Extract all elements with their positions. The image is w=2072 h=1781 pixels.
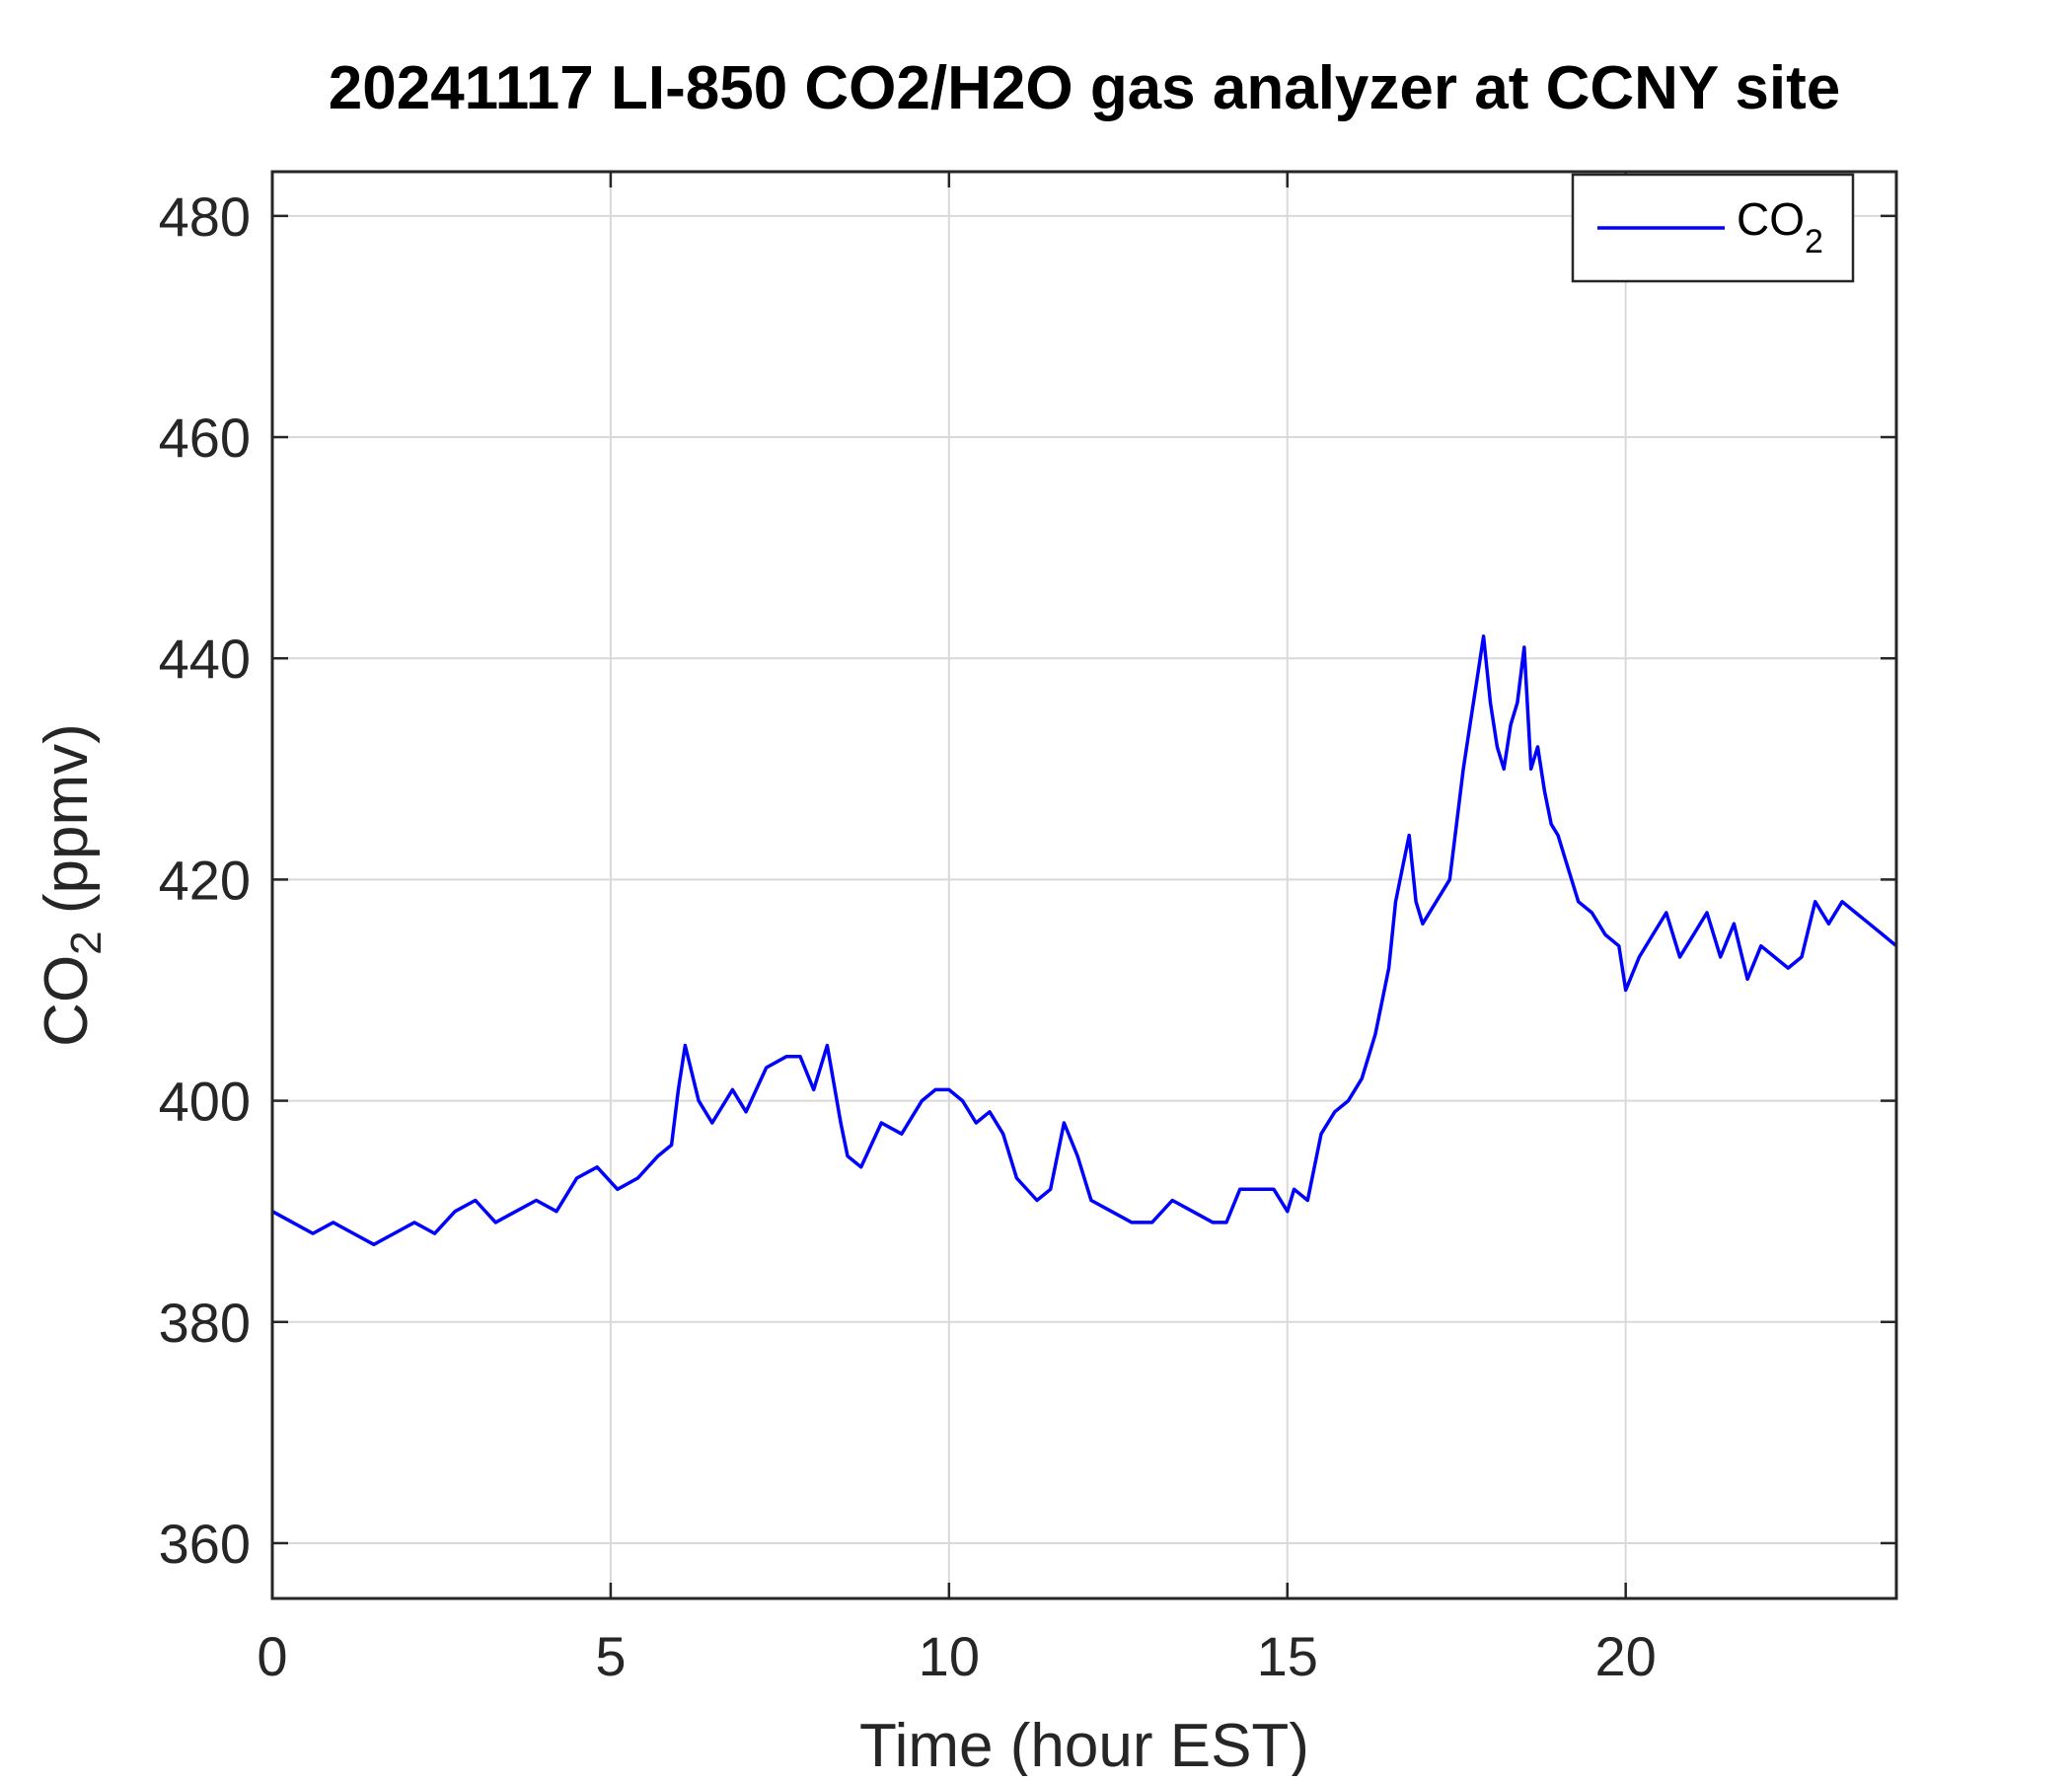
x-tick-label: 20 bbox=[1595, 1625, 1657, 1687]
grid-lines bbox=[271, 172, 1896, 1598]
series-line-co2 bbox=[271, 634, 1898, 1247]
y-tick-label: 360 bbox=[159, 1513, 251, 1575]
y-tick-label: 400 bbox=[159, 1071, 251, 1133]
plot-area bbox=[272, 172, 1896, 1598]
y-axis-label: CO2 (ppmv) bbox=[33, 723, 111, 1047]
x-tick-label: 10 bbox=[919, 1625, 980, 1687]
y-axis-label-suffix: (ppmv) bbox=[33, 723, 101, 930]
x-axis-label: Time (hour EST) bbox=[859, 1712, 1309, 1776]
legend-entry-main: CO bbox=[1737, 193, 1805, 245]
y-tick-label: 380 bbox=[159, 1292, 251, 1354]
series-layer bbox=[271, 634, 1898, 1247]
y-tick-label: 440 bbox=[159, 628, 251, 690]
x-tick-label: 15 bbox=[1257, 1625, 1318, 1687]
legend-entry-subscript: 2 bbox=[1805, 223, 1823, 260]
y-axis-label-main: CO bbox=[33, 955, 101, 1047]
x-tick-label: 5 bbox=[595, 1625, 626, 1687]
axes bbox=[270, 170, 1898, 1600]
x-tick-label: 0 bbox=[257, 1625, 287, 1687]
chart-title: 20241117 LI-850 CO2/H2O gas analyzer at … bbox=[329, 54, 1840, 122]
y-tick-label: 480 bbox=[159, 186, 251, 248]
tick-labels: 0 5 10 15 20 360 380 400 420 440 460 480 bbox=[159, 186, 1657, 1687]
tick-marks bbox=[270, 172, 1896, 1598]
y-tick-label: 460 bbox=[159, 407, 251, 469]
axes-box bbox=[270, 170, 1898, 1600]
legend: CO2 bbox=[1571, 173, 1855, 283]
y-tick-label: 420 bbox=[159, 849, 251, 911]
legend-entry-co2: CO2 bbox=[1737, 193, 1823, 260]
y-axis-label-subscript: 2 bbox=[62, 930, 111, 954]
